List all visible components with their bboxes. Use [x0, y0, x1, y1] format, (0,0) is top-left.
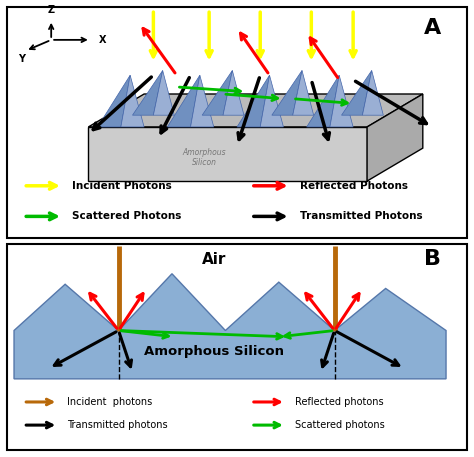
Polygon shape: [293, 70, 314, 115]
Polygon shape: [154, 70, 174, 115]
Text: Air: Air: [201, 251, 226, 266]
Text: X: X: [99, 35, 107, 45]
Text: Incident  photons: Incident photons: [67, 397, 153, 407]
Polygon shape: [260, 75, 283, 127]
Text: A: A: [423, 18, 441, 38]
Polygon shape: [88, 94, 423, 127]
Polygon shape: [341, 70, 372, 115]
Text: Scattered Photons: Scattered Photons: [72, 212, 182, 221]
Polygon shape: [363, 70, 383, 115]
Polygon shape: [14, 274, 446, 379]
Polygon shape: [191, 75, 214, 127]
Text: Scattered photons: Scattered photons: [295, 420, 385, 430]
Polygon shape: [307, 75, 339, 127]
Text: Amorphous Silicon: Amorphous Silicon: [144, 345, 284, 358]
Text: Transmitted Photons: Transmitted Photons: [300, 212, 422, 221]
Polygon shape: [132, 70, 163, 115]
Text: Amorphous
Silicon: Amorphous Silicon: [182, 148, 226, 167]
Polygon shape: [367, 94, 423, 181]
Polygon shape: [237, 75, 270, 127]
Text: Transmitted photons: Transmitted photons: [67, 420, 168, 430]
Text: Incident Photons: Incident Photons: [72, 181, 172, 191]
Polygon shape: [272, 70, 302, 115]
Text: Z: Z: [47, 5, 55, 15]
Text: Reflected Photons: Reflected Photons: [300, 181, 408, 191]
Text: Reflected photons: Reflected photons: [295, 397, 383, 407]
Polygon shape: [167, 75, 200, 127]
Text: Y: Y: [18, 54, 25, 64]
Polygon shape: [121, 75, 144, 127]
Polygon shape: [202, 70, 232, 115]
Polygon shape: [98, 75, 130, 127]
Text: B: B: [424, 249, 441, 269]
Polygon shape: [88, 127, 367, 181]
Polygon shape: [330, 75, 353, 127]
Polygon shape: [223, 70, 244, 115]
